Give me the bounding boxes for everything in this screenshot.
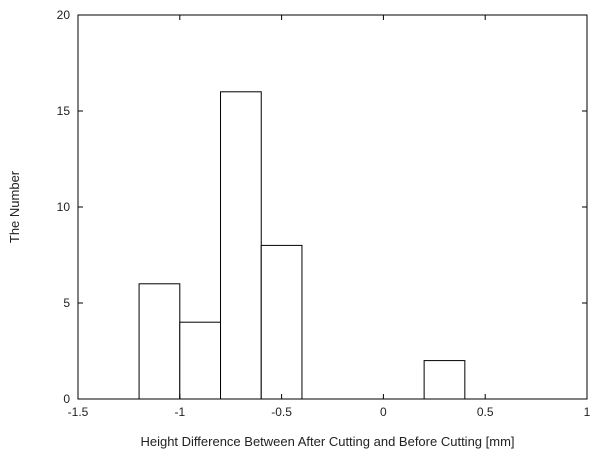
y-tick-labels: 0 5 10 15 20 bbox=[57, 8, 71, 406]
y-tick-label: 5 bbox=[63, 296, 70, 310]
y-tick-label: 0 bbox=[63, 392, 70, 406]
y-axis-label: The Number bbox=[7, 170, 22, 243]
histogram-bar bbox=[138, 283, 181, 400]
x-tick-label: -1 bbox=[174, 405, 185, 419]
x-tick-label: 0 bbox=[380, 405, 387, 419]
y-tick-label: 10 bbox=[57, 200, 71, 214]
y-tick-label: 15 bbox=[57, 104, 71, 118]
histogram-bar bbox=[260, 244, 303, 400]
axis-ticks bbox=[77, 14, 588, 400]
x-tick-label: 1 bbox=[584, 405, 591, 419]
histogram-bar bbox=[220, 91, 262, 400]
x-tick-labels: -1.5 -1 -0.5 0 0.5 1 bbox=[68, 405, 591, 419]
x-tick-label: 0.5 bbox=[477, 405, 494, 419]
x-axis-label: Height Difference Between After Cutting … bbox=[140, 434, 514, 449]
x-tick-label: -1.5 bbox=[68, 405, 89, 419]
histogram-bars bbox=[138, 91, 466, 400]
y-tick-label: 20 bbox=[57, 8, 71, 22]
histogram-bar bbox=[423, 360, 466, 400]
x-tick-label: -0.5 bbox=[271, 405, 292, 419]
histogram-bar bbox=[179, 321, 222, 400]
